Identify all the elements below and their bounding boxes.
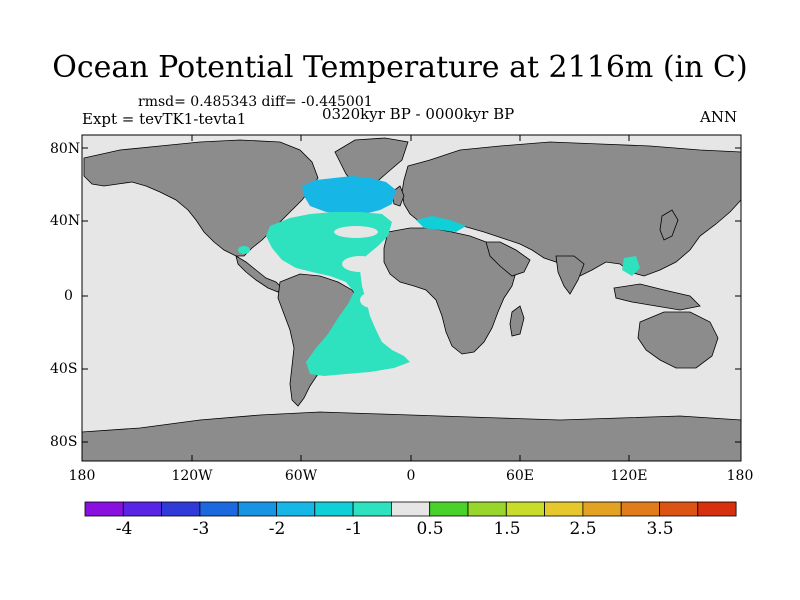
colorbar-swatch — [505, 501, 545, 517]
colorbar-label-3-5: 3.5 — [646, 519, 674, 539]
colorbar-label-neg1: -1 — [345, 519, 363, 539]
stats-text: rmsd= 0.485343 diff= -0.445001 — [138, 94, 373, 110]
lat-label-0: 0 — [64, 288, 73, 304]
colorbar-label-1-5: 1.5 — [493, 519, 521, 539]
anomaly-gap-3 — [360, 292, 384, 308]
colorbar-swatch — [697, 501, 737, 517]
colorbar-swatch — [582, 501, 622, 517]
colorbar-swatch — [544, 501, 584, 517]
colorbar-label-2-5: 2.5 — [569, 519, 597, 539]
lat-label-80s: 80S — [50, 434, 78, 450]
colorbar-swatch — [276, 501, 316, 517]
land-arabia — [485, 241, 531, 277]
period-label: 0320kyr BP - 0000kyr BP — [322, 105, 515, 123]
anomaly-atlantic — [266, 212, 410, 376]
colorbar-swatch — [620, 501, 660, 517]
land-japan — [659, 209, 679, 241]
map-ticks — [82, 135, 741, 461]
colorbar-swatch — [314, 501, 354, 517]
colorbar-swatch — [237, 501, 277, 517]
lon-label-120w: 120W — [171, 468, 213, 484]
land-australia — [637, 311, 719, 369]
anomaly-gap-2 — [342, 256, 378, 272]
colorbar-label-neg4: -4 — [115, 519, 133, 539]
colorbar-swatch — [659, 501, 699, 517]
colorbar — [84, 501, 737, 517]
map-title: Ocean Potential Temperature at 2116m (in… — [52, 50, 748, 85]
lon-label-60w: 60W — [284, 468, 318, 484]
land-india — [555, 255, 585, 295]
anomaly-gap-1 — [334, 226, 378, 238]
land-africa — [383, 227, 517, 355]
colorbar-swatch — [467, 501, 507, 517]
land-madagascar — [509, 305, 525, 337]
anomaly-north-atlantic — [302, 176, 396, 214]
colorbar-swatch — [84, 501, 124, 517]
lon-label-180w: 180 — [68, 468, 96, 484]
land-south-america — [277, 273, 361, 407]
lat-label-40s: 40S — [50, 361, 78, 377]
anomaly-gulf — [238, 246, 250, 254]
season-label: ANN — [700, 108, 738, 126]
colorbar-label-neg2: -2 — [268, 519, 286, 539]
colorbar-swatch — [199, 501, 239, 517]
land-greenland — [334, 137, 409, 187]
lon-label-60e: 60E — [505, 468, 535, 484]
lat-label-80n: 80N — [50, 141, 81, 157]
colorbar-label-0-5: 0.5 — [416, 519, 444, 539]
colorbar-swatch — [122, 501, 163, 517]
colorbar-swatch — [390, 501, 431, 517]
lon-label-180e: 180 — [726, 468, 754, 484]
colorbar-swatch — [429, 501, 469, 517]
colorbar-label-neg3: -3 — [192, 519, 210, 539]
map-panel — [81, 135, 742, 462]
anomaly-mediterranean — [416, 216, 466, 232]
colorbar-swatch — [352, 501, 392, 517]
experiment-label: Expt = tevTK1-tevta1 — [82, 110, 247, 128]
anomaly-west-pacific — [622, 256, 640, 276]
land-indonesia — [613, 283, 701, 311]
lon-label-120e: 120E — [610, 468, 648, 484]
lat-label-40n: 40N — [50, 213, 81, 229]
lon-label-0: 0 — [406, 468, 416, 484]
colorbar-swatch — [161, 501, 201, 517]
